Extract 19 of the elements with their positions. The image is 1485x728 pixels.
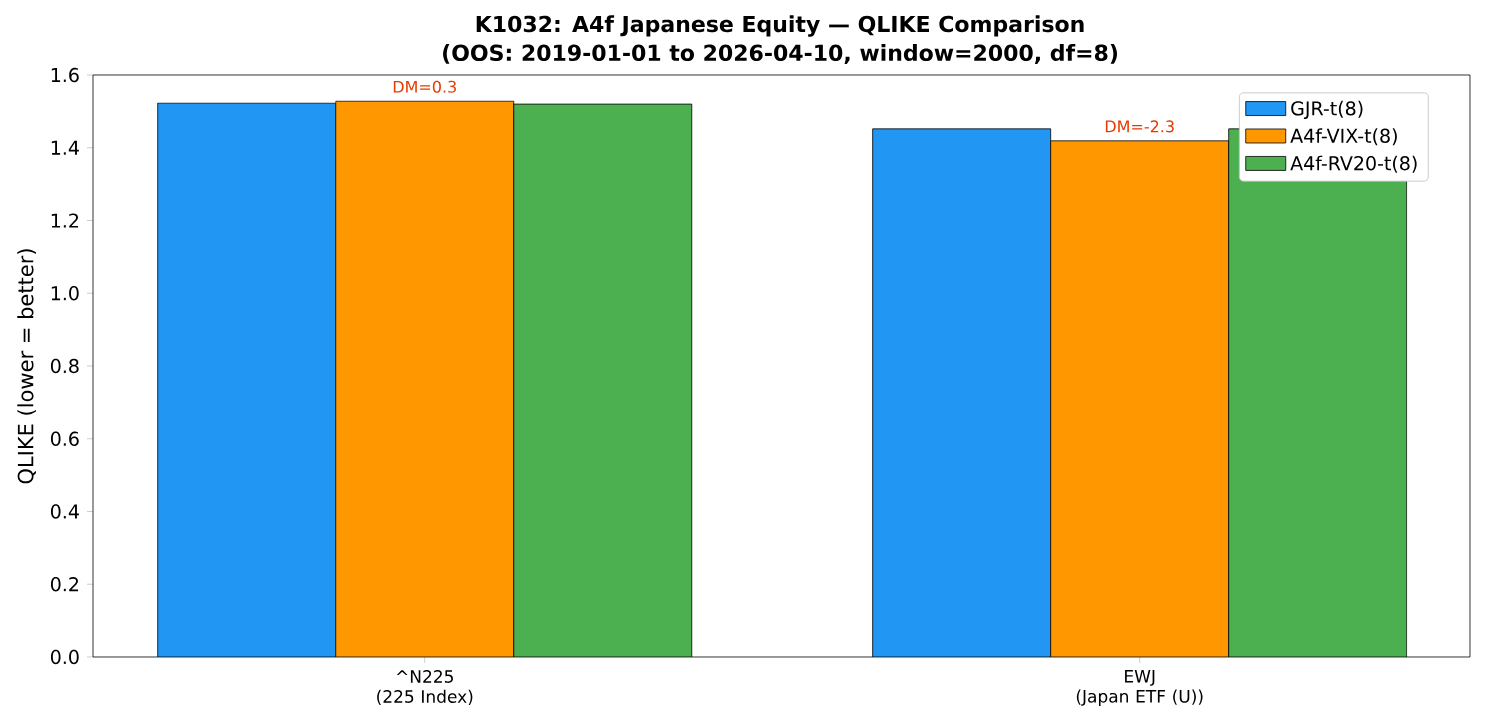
y-tick-label: 1.2 xyxy=(51,213,79,228)
annotation: DM=-2.3 xyxy=(1105,120,1174,133)
y-tick-label: 0.6 xyxy=(50,431,79,446)
legend-label: A4f-RV20-t(8) xyxy=(1290,155,1417,173)
y-tick-label: 1.6 xyxy=(51,67,79,83)
y-tick-label: 1.4 xyxy=(51,140,79,155)
chart-subtitle: (OOS: 2019-01-01 to 2026-04-10, window=2000, df=8) xyxy=(443,44,1118,64)
y-tick-label: 0.0 xyxy=(50,649,79,665)
chart-title: K1032: A4f Japanese Equity — QLIKE Comparison xyxy=(476,15,1084,37)
annotation: DM=0.3 xyxy=(393,80,456,93)
legend-label: GJR-t(8) xyxy=(1291,100,1363,120)
y-tick-label: 0.2 xyxy=(50,577,79,592)
y-axis-title: QLIKE (lower = better) xyxy=(17,249,36,484)
x-tick-label: ^N225 (225 Index) xyxy=(377,670,473,705)
y-tick-label: 0.8 xyxy=(50,358,79,374)
y-tick-label: 1.0 xyxy=(51,286,79,301)
x-tick-label: EWJ (Japan ETF (U)) xyxy=(1076,670,1203,706)
legend-label: A4f-VIX-t(8) xyxy=(1290,128,1397,146)
y-tick-label: 0.4 xyxy=(50,504,79,519)
